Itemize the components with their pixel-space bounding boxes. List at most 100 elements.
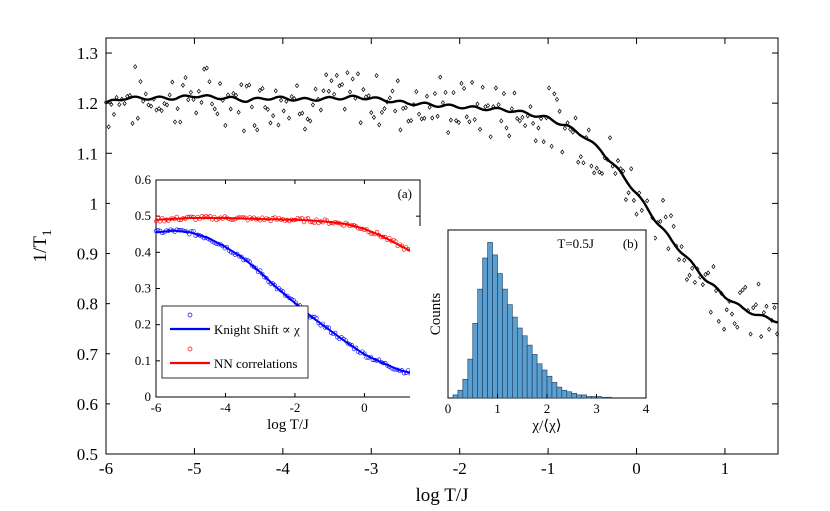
main-data-marker bbox=[347, 89, 353, 95]
inset-a-ytick-label: 0.5 bbox=[135, 208, 151, 223]
main-data-marker bbox=[172, 119, 178, 125]
main-data-marker bbox=[252, 122, 257, 129]
main-data-marker bbox=[520, 114, 525, 120]
main-data-marker bbox=[682, 257, 687, 263]
main-data-marker bbox=[671, 223, 676, 229]
main-data-marker bbox=[342, 106, 347, 112]
inset-a-xlabel: log T/J bbox=[267, 417, 309, 433]
main-data-marker bbox=[379, 109, 384, 115]
main-data-marker bbox=[448, 117, 453, 123]
main-data-marker bbox=[732, 320, 737, 327]
main-data-marker bbox=[146, 102, 151, 108]
main-data-marker bbox=[358, 120, 363, 126]
main-data-marker bbox=[300, 110, 305, 116]
main-data-marker bbox=[207, 79, 212, 85]
main-data-marker bbox=[536, 125, 541, 131]
inset-b-annotation: T=0.5J bbox=[557, 236, 594, 251]
main-data-marker bbox=[700, 282, 705, 288]
main-data-marker bbox=[488, 134, 493, 140]
histogram-bar bbox=[581, 394, 587, 399]
main-data-marker bbox=[753, 302, 758, 308]
histogram-bar bbox=[526, 344, 533, 399]
main-data-marker bbox=[430, 115, 435, 121]
histogram-bar bbox=[606, 396, 612, 399]
main-ytick-label: 1.1 bbox=[77, 144, 98, 163]
main-data-marker bbox=[586, 127, 591, 133]
main-data-marker bbox=[305, 116, 310, 122]
main-data-marker bbox=[310, 102, 315, 108]
inset-a-ytick-label: 0.1 bbox=[135, 353, 151, 368]
histogram-bar bbox=[561, 389, 568, 399]
histogram-bar bbox=[591, 396, 597, 399]
main-data-marker bbox=[164, 102, 170, 108]
main-data-marker bbox=[130, 120, 135, 126]
main-data-marker bbox=[374, 73, 379, 79]
main-data-marker bbox=[265, 106, 270, 112]
histogram-bar bbox=[536, 363, 543, 399]
legend-box bbox=[161, 305, 309, 379]
main-xtick-label: 0 bbox=[632, 459, 641, 478]
main-data-marker bbox=[294, 83, 300, 89]
main-data-marker bbox=[706, 270, 711, 276]
histogram-bar bbox=[502, 288, 508, 399]
main-data-marker bbox=[369, 110, 374, 116]
main-data-marker bbox=[178, 119, 183, 125]
inset-a-xtick-label: -6 bbox=[151, 400, 162, 415]
main-xtick-label: -5 bbox=[187, 459, 201, 478]
main-data-marker bbox=[626, 190, 631, 196]
main-data-marker bbox=[106, 124, 111, 130]
histogram-bar bbox=[507, 304, 513, 399]
histogram-bar bbox=[556, 386, 563, 399]
main-xtick-label: 1 bbox=[721, 459, 730, 478]
main-data-marker bbox=[138, 78, 143, 85]
legend-knight-shift-marker bbox=[187, 312, 193, 318]
main-data-marker bbox=[337, 83, 342, 89]
main-data-marker bbox=[260, 85, 265, 91]
main-data-marker bbox=[241, 128, 246, 134]
main-data-marker bbox=[215, 111, 220, 117]
main-data-marker bbox=[658, 218, 663, 224]
inset-a-ytick-label: 0.3 bbox=[135, 281, 151, 296]
main-data-marker bbox=[133, 64, 138, 70]
main-data-marker bbox=[708, 309, 713, 315]
main-data-marker bbox=[761, 309, 766, 316]
histogram-bar bbox=[546, 375, 553, 399]
main-xtick-label: -3 bbox=[364, 459, 378, 478]
main-data-marker bbox=[509, 106, 514, 112]
main-data-marker bbox=[504, 125, 509, 131]
main-data-marker bbox=[149, 103, 154, 109]
main-data-marker bbox=[438, 74, 443, 80]
histogram-bar bbox=[457, 389, 464, 399]
main-data-marker bbox=[398, 127, 403, 133]
main-data-marker bbox=[183, 75, 188, 81]
main-data-marker bbox=[446, 130, 451, 136]
main-data-marker bbox=[597, 169, 602, 175]
histogram-bar bbox=[487, 242, 493, 399]
main-data-marker bbox=[170, 79, 175, 85]
main-data-marker bbox=[273, 88, 278, 94]
main-data-marker bbox=[493, 85, 498, 91]
main-data-marker bbox=[276, 122, 281, 128]
histogram-bar bbox=[541, 369, 548, 399]
inset-b-xtick-label: 2 bbox=[544, 401, 551, 416]
main-data-marker bbox=[523, 123, 528, 129]
main-data-marker bbox=[515, 115, 520, 122]
main-ytick-label: 0.6 bbox=[77, 395, 98, 414]
main-data-marker bbox=[236, 109, 241, 115]
main-data-marker bbox=[263, 104, 268, 110]
histogram-bar bbox=[596, 396, 602, 399]
main-data-marker bbox=[180, 82, 185, 88]
main-data-marker bbox=[268, 120, 273, 126]
main-data-marker bbox=[496, 102, 501, 108]
main-data-marker bbox=[477, 126, 483, 132]
main-data-marker bbox=[247, 82, 252, 88]
knight-shift-marker bbox=[251, 264, 257, 270]
main-data-marker bbox=[361, 86, 366, 93]
main-data-marker bbox=[676, 257, 682, 263]
main-ylabel: 1/T1 bbox=[30, 230, 54, 263]
histogram-bar bbox=[472, 323, 478, 399]
main-data-marker bbox=[666, 246, 671, 252]
main-data-marker bbox=[573, 115, 578, 121]
main-ytick-label: 0.9 bbox=[77, 245, 98, 264]
main-data-marker bbox=[528, 104, 533, 110]
